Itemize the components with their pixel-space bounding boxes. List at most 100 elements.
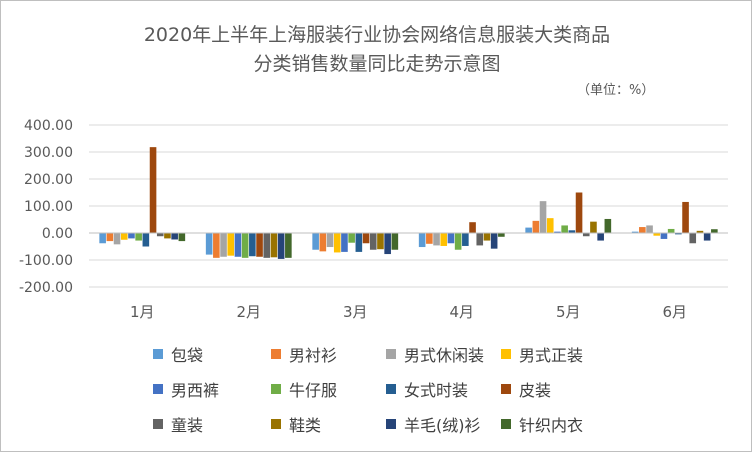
- legend-item: 男西裤: [153, 379, 220, 400]
- bar: [554, 231, 561, 233]
- bar: [355, 233, 363, 252]
- legend-label: 皮装: [519, 381, 552, 400]
- bar: [498, 233, 505, 237]
- bar: [433, 233, 440, 246]
- bar: [285, 233, 292, 258]
- y-tick-label: -100.00: [19, 253, 73, 269]
- bar: [696, 230, 704, 233]
- legend-item: 男式正装: [501, 344, 584, 365]
- legend-swatch: [386, 349, 396, 359]
- bar: [391, 233, 399, 250]
- bar: [249, 233, 256, 257]
- legend-swatch: [501, 349, 511, 359]
- bar: [575, 192, 583, 233]
- bar: [341, 233, 348, 252]
- bar: [604, 218, 612, 233]
- bar: [326, 233, 334, 248]
- bar: [277, 233, 285, 259]
- chart-title: 2020年上半年上海服装行业协会网络信息服装大类商品: [143, 24, 611, 46]
- bar: [156, 233, 164, 237]
- legend-swatch: [271, 419, 281, 429]
- legend-label: 男衬衫: [289, 346, 338, 365]
- x-tick-label: 1月: [130, 303, 155, 321]
- bar: [546, 218, 554, 233]
- legend-label: 鞋类: [289, 416, 322, 435]
- legend-swatch: [386, 419, 396, 429]
- legend-label: 男西裤: [171, 381, 220, 400]
- bar: [426, 233, 433, 244]
- legend-label: 羊毛(绒)衫: [404, 416, 481, 435]
- bar: [270, 233, 278, 258]
- legend-item: 女式时装: [386, 379, 468, 400]
- bar: [263, 233, 271, 258]
- bar: [631, 231, 639, 233]
- legend-swatch: [386, 384, 396, 394]
- legend-item: 皮装: [501, 379, 552, 400]
- legend-label: 男式正装: [519, 346, 584, 365]
- bar: [418, 233, 426, 248]
- bar: [454, 233, 462, 250]
- bar: [142, 233, 150, 247]
- legend-item: 男衬衫: [271, 344, 338, 365]
- bar: [120, 233, 128, 240]
- bar: [639, 227, 646, 233]
- bar: [319, 233, 327, 252]
- bar: [384, 233, 391, 255]
- bar: [149, 147, 157, 233]
- bar: [369, 233, 377, 250]
- bar: [440, 233, 448, 246]
- bar: [377, 233, 384, 250]
- bar: [469, 222, 476, 233]
- bar: [312, 233, 319, 250]
- x-tick-label: 6月: [662, 303, 687, 321]
- bar: [333, 233, 341, 253]
- bar: [113, 233, 121, 245]
- bar: [682, 201, 689, 233]
- y-tick-label: 0.00: [42, 226, 73, 242]
- bar: [703, 233, 711, 241]
- bar: [653, 233, 661, 236]
- legend-label: 包袋: [171, 346, 204, 365]
- bar: [205, 233, 213, 255]
- y-tick-label: 200.00: [24, 172, 73, 188]
- bar: [220, 233, 227, 257]
- bar: [525, 227, 532, 233]
- bar: [582, 233, 590, 237]
- bar: [597, 233, 604, 241]
- bar: [568, 230, 576, 233]
- y-tick-label: 100.00: [24, 199, 73, 215]
- x-tick-label: 4月: [449, 303, 474, 321]
- legend-swatch: [153, 384, 163, 394]
- bar: [689, 233, 697, 244]
- bar: [99, 233, 106, 244]
- bar: [171, 233, 178, 240]
- legend-label: 男式休闲装: [404, 346, 485, 365]
- bar: [667, 228, 675, 233]
- bar: [447, 233, 455, 244]
- bar: [711, 229, 718, 233]
- bar: [106, 233, 114, 242]
- y-tick-label: 400.00: [24, 118, 73, 134]
- legend-item: 鞋类: [271, 414, 322, 435]
- legend-swatch: [271, 349, 281, 359]
- bar: [362, 233, 370, 244]
- bar: [213, 233, 220, 258]
- bar: [241, 233, 249, 258]
- legend-swatch: [501, 419, 511, 429]
- bar: [256, 233, 263, 257]
- legend-item: 羊毛(绒)衫: [386, 414, 481, 435]
- bar: [539, 201, 547, 233]
- bar: [476, 233, 484, 246]
- bar: [227, 233, 235, 256]
- y-tick-label: -200.00: [19, 280, 73, 296]
- bar: [164, 233, 171, 239]
- legend-item: 包袋: [153, 344, 204, 365]
- unit-note: （单位：%）: [577, 83, 655, 98]
- bar: [675, 233, 682, 235]
- y-tick-label: 300.00: [24, 145, 73, 161]
- bar: [561, 225, 568, 233]
- legend-swatch: [153, 349, 163, 359]
- legend-item: 童装: [153, 414, 203, 435]
- x-tick-label: 3月: [343, 303, 368, 321]
- legend-label: 牛仔服: [289, 381, 338, 400]
